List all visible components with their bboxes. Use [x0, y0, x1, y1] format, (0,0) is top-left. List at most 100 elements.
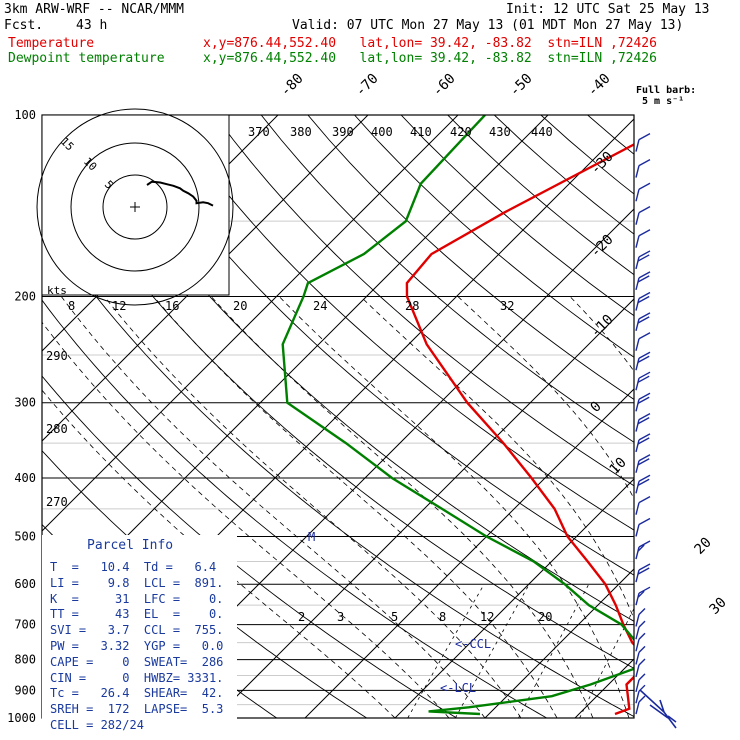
pressure-label: 400	[14, 471, 36, 485]
moist-adiabat-line	[153, 296, 558, 718]
mixing-ratio-label: 8	[439, 610, 446, 624]
isotherm-line	[42, 115, 369, 442]
level-marker: M	[308, 530, 315, 544]
isotherm-line	[484, 568, 634, 718]
temperature-axis-label: -50	[507, 71, 536, 100]
wind-barb-flag	[638, 563, 651, 571]
temperature-axis-label: -40	[585, 71, 614, 100]
mixing-ratio-line	[635, 584, 699, 718]
theta-label: 390	[332, 125, 354, 139]
dewpoint-location: x,y=876.44,552.40 lat,lon= 39.42, -83.82…	[203, 51, 657, 66]
wind-barb-flag	[637, 458, 650, 466]
dry-adiabat-line	[727, 115, 740, 718]
temperature-axis-label: -30	[588, 149, 617, 178]
wind-barb-flag	[638, 392, 651, 400]
wind-barb-flag	[638, 658, 646, 666]
temperature-axis-label: 10	[607, 455, 630, 478]
theta-label: 370	[248, 125, 270, 139]
isotherm-line	[394, 478, 634, 718]
wind-barb-flag	[638, 632, 646, 640]
pressure-label: 700	[14, 618, 36, 632]
wind-barb-shaft	[635, 524, 640, 537]
wind-barb-flag	[638, 271, 651, 279]
parcel-info-row: CAPE = 0 SWEAT= 286	[50, 654, 224, 669]
wind-barb-shaft	[635, 626, 640, 640]
wind-barb-flag	[638, 371, 651, 379]
wind-barb-shaft	[635, 378, 640, 391]
parcel-info-row: CIN = 0 HWBZ= 3331.	[50, 670, 224, 685]
wind-barb-flag	[638, 540, 651, 548]
wind-barb-shaft	[635, 277, 640, 291]
dry-adiabat-line	[400, 115, 634, 317]
parcel-info-row: K = 31 LFC = 0.	[50, 591, 224, 606]
dry-adiabat-line	[42, 221, 634, 718]
wind-barb-shaft	[635, 439, 640, 453]
wind-barb-flag	[637, 590, 645, 598]
wind-barb-flag	[638, 695, 646, 703]
isotherm-line	[574, 658, 634, 718]
hodograph-axis-label: 8	[68, 299, 75, 313]
moist-adiabat-line	[42, 321, 450, 718]
wind-barb-shaft	[635, 298, 640, 311]
wind-barb-flag	[638, 607, 646, 615]
wind-barb-flag	[637, 355, 650, 363]
theta-side-label: 290	[46, 349, 68, 363]
wind-barb-flag	[638, 586, 651, 594]
init-time: Init: 12 UTC Sat 25 May 13	[506, 2, 710, 17]
dry-adiabat-line	[307, 115, 634, 400]
hodograph-axis-label: 12	[112, 299, 126, 313]
wind-barb-shaft	[635, 569, 640, 583]
wind-barb-shaft	[635, 639, 640, 652]
mixing-ratio-label: 3	[337, 610, 344, 624]
isotherm-line	[0, 115, 8, 718]
wind-barb-flag	[638, 312, 651, 320]
temperature-legend: Temperature	[8, 36, 95, 51]
parcel-info-row: T = 10.4 Td = 6.4	[50, 560, 217, 574]
dry-adiabat-line	[42, 299, 547, 718]
temperature-location: x,y=876.44,552.40 lat,lon= 39.42, -83.82…	[203, 36, 657, 51]
pressure-label: 200	[14, 290, 36, 304]
wind-barb-flag	[637, 396, 650, 404]
theta-label: 440	[531, 125, 553, 139]
wind-barb-shaft	[635, 189, 640, 202]
parcel-info-row: Tc = 26.4 SHEAR= 42.	[50, 686, 224, 701]
moist-adiabat-line	[360, 296, 634, 620]
wind-barb-flag	[638, 158, 651, 167]
wind-barb-flag	[638, 454, 651, 462]
isotherm-line	[304, 388, 634, 718]
dry-adiabat-line	[121, 115, 634, 576]
wind-barb-flag	[638, 182, 651, 190]
wind-barb-shaft	[635, 358, 640, 371]
mixing-ratio-line	[579, 607, 634, 718]
wind-barb-shaft	[635, 691, 640, 704]
parcel-info-row: SVI = 3.7 CCL = 755.	[50, 623, 224, 638]
wind-barb-shaft	[635, 399, 640, 412]
wind-barb-flag	[638, 351, 651, 359]
dry-adiabat-line	[633, 115, 634, 116]
moist-adiabat-line	[457, 296, 634, 500]
moist-adiabat-line	[210, 296, 594, 718]
surface-wind-barb	[639, 689, 677, 729]
wind-barb-flag	[638, 645, 646, 653]
wind-barb-flag	[638, 206, 651, 214]
model-title: 3km ARW-WRF -- NCAR/MMM	[4, 2, 185, 17]
wind-barb-flag	[638, 433, 651, 441]
temperature-axis-label: 30	[707, 595, 730, 618]
forecast-label: Fcst.	[4, 18, 44, 33]
wind-barb-shaft	[635, 165, 640, 178]
temperature-profile-line	[405, 143, 634, 716]
dry-adiabat-line	[540, 115, 634, 195]
wind-barb-flag	[637, 295, 650, 304]
temperature-axis-label: -80	[278, 71, 307, 100]
parcel-info-panel: Parcel Info T = 10.4 Td = 6.4 LI = 9.8 LC…	[42, 535, 237, 732]
theta-side-label: 270	[46, 495, 68, 509]
wind-barb-flag	[637, 254, 650, 262]
temperature-axis-label: -70	[353, 71, 382, 100]
parcel-info-title: Parcel Info	[87, 538, 174, 553]
wind-barb-shaft	[635, 652, 640, 665]
dry-adiabat-line	[354, 115, 634, 358]
wind-barb-flag	[638, 229, 651, 237]
hodograph-axis-label: 32	[500, 299, 514, 313]
mixing-ratio-label: 20	[538, 610, 552, 624]
wind-barb-flag	[638, 291, 651, 300]
